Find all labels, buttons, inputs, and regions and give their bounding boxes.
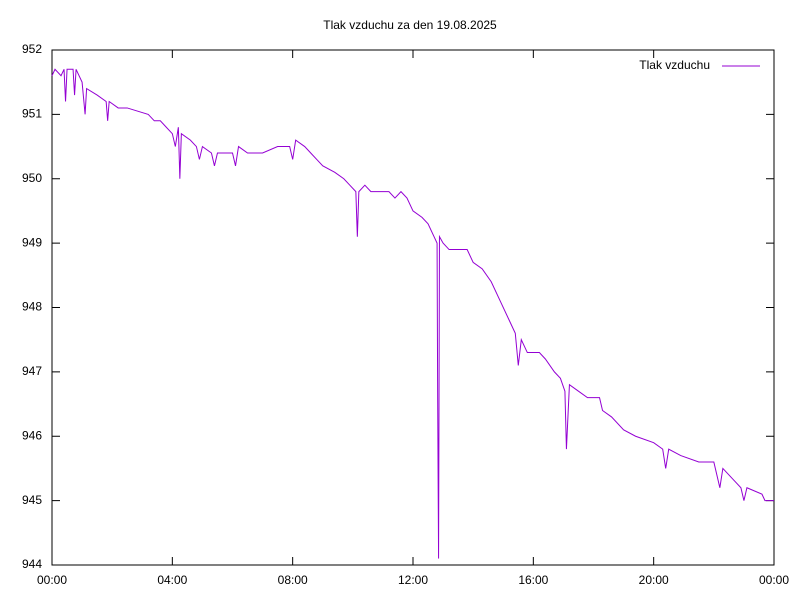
data-line [51,68,774,559]
y-tick-label: 951 [22,107,42,121]
x-tick-label: 16:00 [518,573,548,587]
x-tick-label: 04:00 [157,573,187,587]
y-tick-label: 946 [22,428,42,442]
x-tick-label: 08:00 [278,573,308,587]
y-tick-label: 948 [22,300,42,314]
chart-title: Tlak vzduchu za den 19.08.2025 [323,18,497,32]
y-tick-label: 944 [22,557,42,571]
x-tick-label: 00:00 [37,573,67,587]
y-tick-label: 950 [22,171,42,185]
x-tick-label: 20:00 [639,573,669,587]
y-tick-label: 952 [22,42,42,56]
x-tick-label: 00:00 [759,573,789,587]
y-tick-label: 945 [22,493,42,507]
legend-label: Tlak vzduchu [639,58,710,72]
y-tick-label: 947 [22,364,42,378]
x-tick-label: 12:00 [398,573,428,587]
y-tick-label: 949 [22,235,42,249]
